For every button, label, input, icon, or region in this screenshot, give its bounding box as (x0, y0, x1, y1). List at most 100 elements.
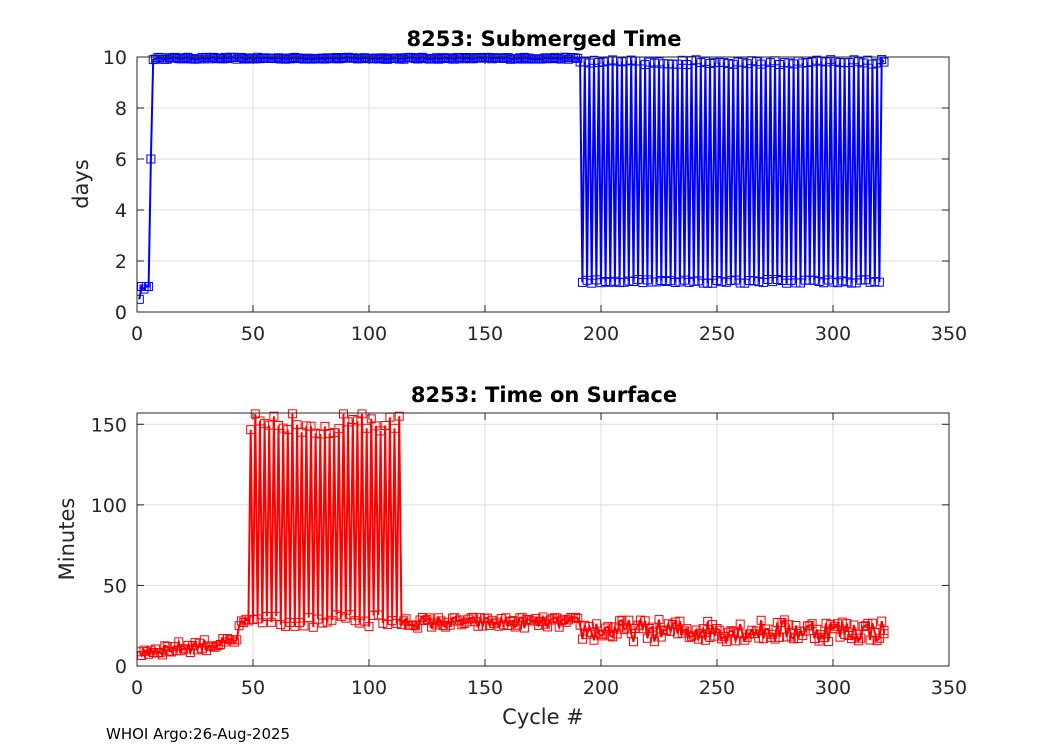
data-point-marker (392, 53, 402, 63)
data-point-marker (216, 53, 225, 63)
data-point-marker (339, 409, 348, 419)
data-point-marker (450, 54, 460, 64)
data-point-marker (355, 618, 365, 628)
data-point-marker (777, 276, 787, 285)
data-point-marker (803, 58, 812, 67)
data-point-marker (183, 640, 193, 650)
data-point-marker (366, 414, 376, 424)
data-point-marker (459, 54, 469, 64)
data-point-marker (842, 619, 852, 629)
data-point-marker (786, 632, 796, 642)
data-point-marker (390, 423, 399, 433)
data-point-marker (635, 615, 645, 625)
data-point-marker (858, 58, 868, 68)
x-tick-label: 250 (699, 677, 735, 699)
data-point-marker (615, 278, 625, 288)
data-point-marker (879, 629, 889, 639)
data-point-marker (292, 54, 302, 64)
data-point-marker (144, 282, 154, 291)
x-tick-label: 0 (131, 323, 143, 345)
data-point-marker (833, 278, 843, 288)
data-point-marker (800, 275, 810, 285)
data-point-marker (587, 278, 597, 288)
data-point-marker (287, 409, 297, 419)
data-point-marker (649, 58, 659, 68)
data-point-marker (837, 617, 847, 627)
data-point-marker (232, 54, 242, 64)
data-point-marker (740, 635, 750, 645)
data-point-marker (281, 54, 290, 64)
data-point-marker (768, 629, 778, 639)
data-point-marker (239, 618, 249, 627)
data-point-marker (633, 275, 643, 285)
data-point-marker (705, 59, 715, 68)
y-tick-label: 4 (115, 200, 127, 222)
data-point-marker (482, 613, 492, 623)
data-point-marker (515, 53, 525, 63)
data-point-marker (649, 637, 659, 647)
data-point-marker (663, 59, 673, 69)
data-point-marker (693, 634, 703, 644)
data-point-marker (645, 57, 655, 67)
y-tick-label: 10 (103, 47, 127, 69)
data-point-marker (378, 618, 388, 628)
data-point-marker (668, 620, 678, 629)
data-point-marker (431, 53, 441, 63)
data-point-marker (626, 55, 636, 65)
data-point-marker (188, 54, 198, 64)
data-point-marker (861, 621, 870, 631)
data-point-marker (301, 421, 311, 431)
data-point-marker (315, 429, 325, 439)
data-point-marker (770, 634, 780, 644)
x-tick-label: 0 (131, 677, 143, 699)
data-point-marker (197, 644, 207, 654)
data-point-marker (255, 416, 265, 426)
data-point-marker (763, 275, 773, 284)
data-point-marker (322, 617, 332, 627)
data-point-marker (220, 637, 230, 647)
data-point-marker (434, 613, 444, 623)
data-point-marker (742, 59, 752, 69)
data-point-marker (422, 53, 432, 63)
data-point-marker (754, 277, 764, 287)
data-point-marker (765, 632, 775, 642)
data-point-marker (624, 276, 634, 286)
data-point-marker (751, 626, 761, 636)
data-point-marker (436, 53, 446, 63)
data-point-marker (267, 617, 277, 627)
data-point-marker (387, 616, 397, 626)
data-point-marker (782, 632, 792, 642)
data-point-marker (383, 54, 393, 64)
data-point-marker (513, 54, 522, 64)
data-point-marker (241, 54, 251, 64)
data-point-marker (726, 276, 736, 286)
data-point-marker (369, 610, 379, 620)
data-point-marker (751, 57, 761, 67)
data-point-marker (297, 427, 307, 437)
data-point-marker (443, 54, 453, 64)
data-point-marker (301, 54, 311, 64)
data-point-marker (724, 59, 734, 69)
data-point-marker (861, 275, 870, 285)
data-point-marker (615, 616, 625, 626)
data-point-marker (415, 615, 425, 625)
data-point-marker (564, 615, 573, 625)
data-point-marker (246, 425, 256, 435)
data-point-marker (796, 278, 805, 288)
data-point-marker (696, 629, 706, 639)
data-point-marker (598, 629, 608, 639)
data-point-marker (424, 613, 434, 623)
data-point-marker (745, 276, 754, 285)
data-point-marker (218, 54, 228, 64)
data-point-marker (789, 634, 799, 644)
data-point-marker (206, 641, 216, 651)
data-point-marker (195, 54, 205, 64)
data-point-marker (631, 624, 641, 633)
data-point-marker (445, 53, 455, 63)
data-point-marker (223, 54, 232, 64)
data-point-marker (517, 54, 527, 64)
data-point-marker (274, 53, 283, 63)
data-point-marker (320, 54, 330, 64)
data-point-marker (721, 637, 731, 647)
